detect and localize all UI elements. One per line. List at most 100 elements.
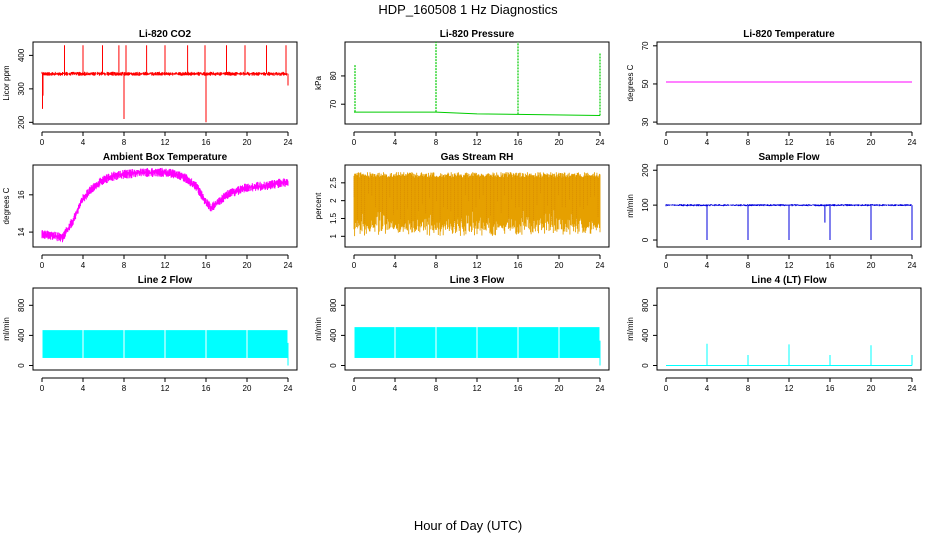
panel-8: Line 3 Flow ml/min 0 400 800 0 4 8 12 16 20 24 bbox=[314, 275, 610, 393]
x-tick-label: 4 bbox=[705, 138, 710, 147]
x-tick-label: 24 bbox=[284, 138, 293, 147]
x-tick-label: 4 bbox=[705, 384, 710, 393]
x-tick-label: 16 bbox=[514, 138, 523, 147]
x-tick-label: 20 bbox=[867, 261, 876, 270]
x-tick-label: 8 bbox=[434, 261, 439, 270]
flow-band bbox=[354, 327, 395, 358]
y-axis-label: kPa bbox=[314, 76, 323, 90]
x-tick-label: 12 bbox=[785, 261, 794, 270]
y-tick-label: 0 bbox=[329, 363, 338, 368]
y-tick-label: 70 bbox=[329, 99, 338, 108]
plot-frame bbox=[656, 41, 922, 125]
panel-title: Line 3 Flow bbox=[450, 275, 505, 286]
figure-x-label: Hour of Day (UTC) bbox=[413, 518, 523, 533]
x-tick-label: 20 bbox=[243, 384, 252, 393]
panel-title: Li-820 Temperature bbox=[743, 29, 835, 40]
y-axis-label: ml/min bbox=[314, 317, 323, 341]
data-series-shade bbox=[353, 175, 599, 230]
x-tick-label: 24 bbox=[596, 138, 605, 147]
panel-title: Line 4 (LT) Flow bbox=[751, 275, 827, 286]
flow-band bbox=[518, 327, 559, 358]
y-axis-label: degrees C bbox=[2, 187, 11, 224]
x-tick-label: 8 bbox=[434, 384, 439, 393]
x-tick-label: 16 bbox=[202, 261, 211, 270]
x-tick-label: 12 bbox=[473, 138, 482, 147]
panel-1: Li-820 CO2 Licor ppm 200 300 400 0 4 8 12 16 20 24 bbox=[2, 29, 298, 147]
panel-6: Sample Flow ml/min 0 100 200 0 4 8 12 16 20 24 bbox=[626, 152, 922, 270]
y-tick-label: 16 bbox=[17, 190, 26, 199]
flow-band bbox=[83, 330, 124, 358]
x-tick-label: 24 bbox=[908, 138, 917, 147]
y-tick-label: 1.5 bbox=[329, 212, 338, 224]
x-tick-label: 0 bbox=[40, 138, 45, 147]
x-tick-label: 12 bbox=[473, 384, 482, 393]
y-tick-label: 800 bbox=[329, 298, 338, 312]
y-tick-label: 200 bbox=[641, 163, 650, 177]
x-tick-label: 0 bbox=[352, 138, 357, 147]
panel-title: Li-820 Pressure bbox=[440, 29, 515, 40]
x-tick-label: 16 bbox=[514, 261, 523, 270]
x-tick-label: 20 bbox=[867, 138, 876, 147]
plot-frame bbox=[32, 164, 298, 248]
x-tick-label: 24 bbox=[284, 384, 293, 393]
y-tick-label: 400 bbox=[329, 328, 338, 342]
y-tick-label: 400 bbox=[641, 328, 650, 342]
plot-frame bbox=[32, 287, 298, 371]
flow-band bbox=[247, 330, 288, 358]
x-tick-label: 16 bbox=[826, 138, 835, 147]
x-tick-label: 0 bbox=[352, 384, 357, 393]
flow-band bbox=[395, 327, 436, 358]
y-tick-label: 2 bbox=[329, 198, 338, 203]
y-tick-label: 0 bbox=[17, 363, 26, 368]
y-tick-label: 800 bbox=[641, 298, 650, 312]
y-tick-label: 0 bbox=[641, 237, 650, 242]
panel-title: Li-820 CO2 bbox=[139, 29, 192, 40]
flow-band bbox=[124, 330, 165, 358]
y-tick-label: 0 bbox=[641, 363, 650, 368]
x-tick-label: 16 bbox=[514, 384, 523, 393]
y-tick-label: 14 bbox=[17, 227, 26, 236]
x-tick-label: 20 bbox=[243, 261, 252, 270]
x-tick-label: 16 bbox=[826, 384, 835, 393]
x-tick-label: 8 bbox=[122, 261, 127, 270]
data-series bbox=[354, 111, 601, 117]
x-tick-label: 16 bbox=[202, 138, 211, 147]
x-tick-label: 8 bbox=[746, 384, 751, 393]
data-series bbox=[353, 172, 601, 237]
plot-frame bbox=[344, 164, 610, 248]
x-tick-label: 4 bbox=[393, 384, 398, 393]
x-tick-label: 20 bbox=[555, 261, 564, 270]
plot-frame bbox=[656, 287, 922, 371]
x-tick-label: 4 bbox=[705, 261, 710, 270]
x-tick-label: 8 bbox=[122, 384, 127, 393]
figure-title: HDP_160508 1 Hz Diagnostics bbox=[378, 2, 558, 17]
x-tick-label: 4 bbox=[393, 138, 398, 147]
x-tick-label: 16 bbox=[826, 261, 835, 270]
x-tick-label: 24 bbox=[908, 261, 917, 270]
y-tick-label: 300 bbox=[17, 82, 26, 96]
y-tick-label: 200 bbox=[17, 115, 26, 129]
x-tick-label: 4 bbox=[81, 384, 86, 393]
y-tick-label: 80 bbox=[329, 71, 338, 80]
y-tick-label: 50 bbox=[641, 79, 650, 88]
y-tick-label: 100 bbox=[641, 198, 650, 212]
flow-band bbox=[559, 327, 600, 358]
x-tick-label: 16 bbox=[202, 384, 211, 393]
plot-frame bbox=[656, 164, 922, 248]
y-axis-label: ml/min bbox=[626, 317, 635, 341]
x-tick-label: 20 bbox=[555, 384, 564, 393]
y-tick-label: 2.5 bbox=[329, 177, 338, 189]
y-axis-label: degrees C bbox=[626, 64, 635, 101]
x-tick-label: 24 bbox=[284, 261, 293, 270]
panel-7: Line 2 Flow ml/min 0 400 800 0 4 8 12 16 20 24 bbox=[2, 275, 298, 393]
x-tick-label: 0 bbox=[664, 261, 669, 270]
x-tick-label: 24 bbox=[908, 384, 917, 393]
panel-title: Ambient Box Temperature bbox=[103, 152, 228, 163]
x-tick-label: 12 bbox=[785, 138, 794, 147]
plot-frame bbox=[32, 41, 298, 125]
x-tick-label: 12 bbox=[785, 384, 794, 393]
data-series bbox=[41, 167, 289, 243]
x-tick-label: 12 bbox=[161, 138, 170, 147]
x-tick-label: 4 bbox=[393, 261, 398, 270]
